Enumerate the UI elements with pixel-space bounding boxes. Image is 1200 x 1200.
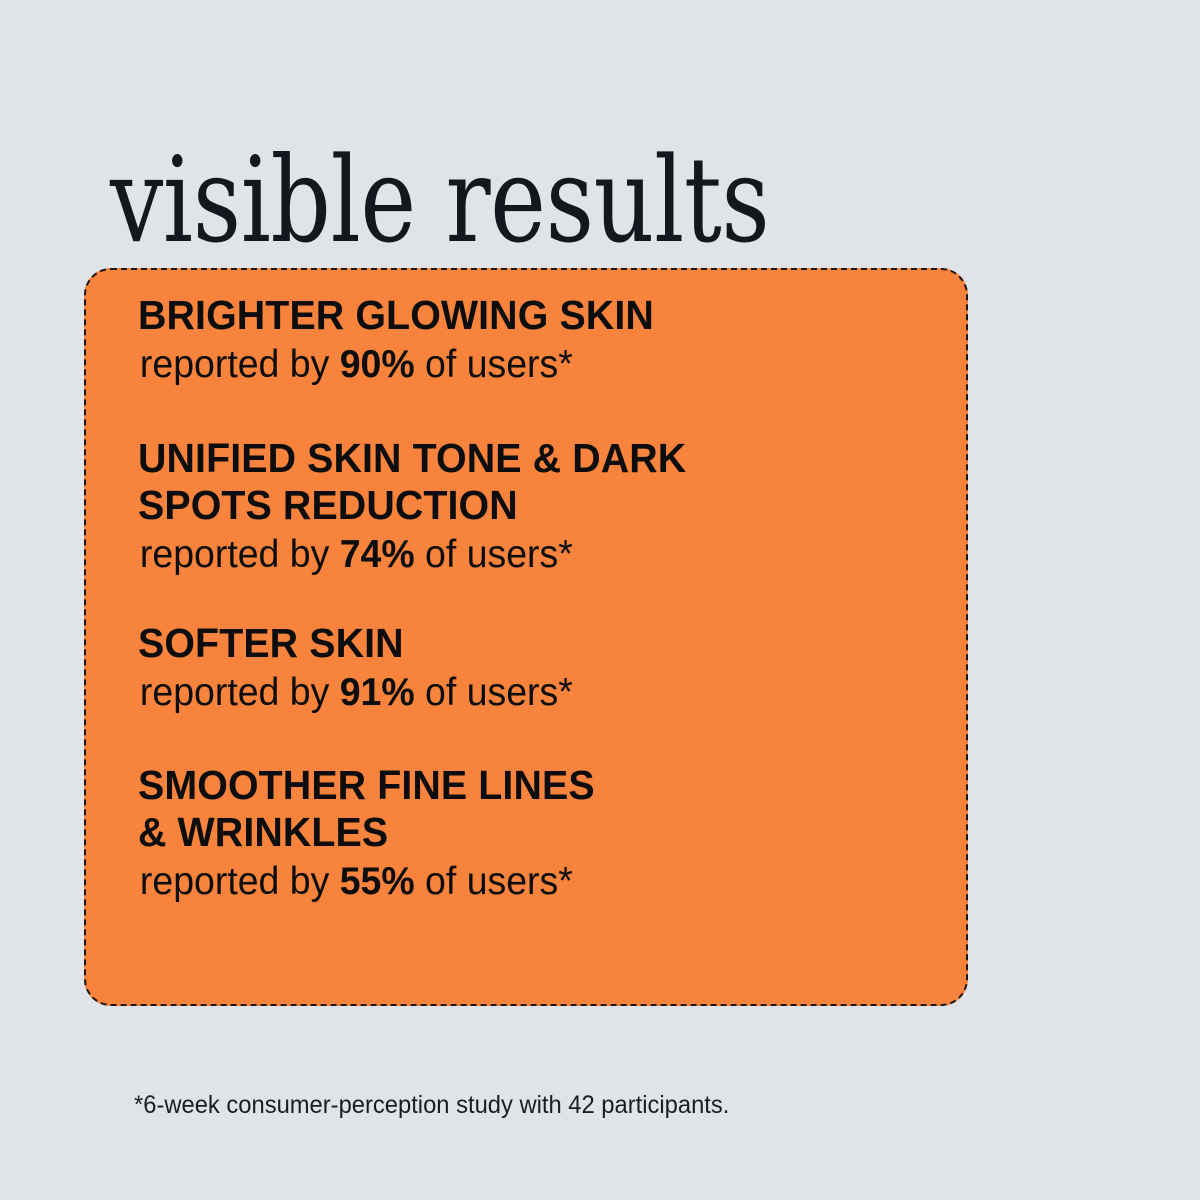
claim-percent: 55% — [339, 860, 415, 903]
page-title: visible results — [110, 131, 770, 270]
claim-block: SOFTER SKIN reported by 91% of users* — [138, 620, 942, 718]
claim-detail-suffix: of users* — [414, 860, 573, 903]
claims-card: BRIGHTER GLOWING SKIN reported by 90% of… — [84, 268, 968, 1006]
claim-block: SMOOTHER FINE LINES & WRINKLES reported … — [138, 762, 942, 907]
claim-detail-prefix: reported by — [139, 533, 340, 576]
claim-detail-suffix: of users* — [414, 671, 573, 714]
claim-detail-prefix: reported by — [139, 343, 340, 386]
claim-detail-suffix: of users* — [414, 533, 573, 576]
claim-heading: BRIGHTER GLOWING SKIN — [138, 292, 654, 338]
claim-percent: 74% — [339, 533, 415, 576]
claim-detail: reported by 55% of users* — [138, 857, 910, 907]
claim-block: BRIGHTER GLOWING SKIN reported by 90% of… — [138, 292, 942, 390]
claim-percent: 91% — [339, 671, 415, 714]
claim-detail-prefix: reported by — [139, 671, 340, 714]
claim-heading: UNIFIED SKIN TONE & DARK SPOTS REDUCTION — [138, 435, 687, 528]
claim-detail: reported by 74% of users* — [138, 530, 910, 580]
claims-list: BRIGHTER GLOWING SKIN reported by 90% of… — [138, 292, 942, 907]
claim-block: UNIFIED SKIN TONE & DARK SPOTS REDUCTION… — [138, 435, 942, 580]
claim-detail-prefix: reported by — [139, 860, 340, 903]
footnote: *6-week consumer-perception study with 4… — [134, 1091, 730, 1119]
claim-heading: SOFTER SKIN — [138, 620, 404, 666]
claim-detail: reported by 91% of users* — [138, 668, 910, 718]
claim-percent: 90% — [339, 343, 415, 386]
claim-detail: reported by 90% of users* — [138, 340, 910, 390]
claim-detail-suffix: of users* — [414, 343, 573, 386]
claim-heading: SMOOTHER FINE LINES & WRINKLES — [138, 762, 595, 855]
